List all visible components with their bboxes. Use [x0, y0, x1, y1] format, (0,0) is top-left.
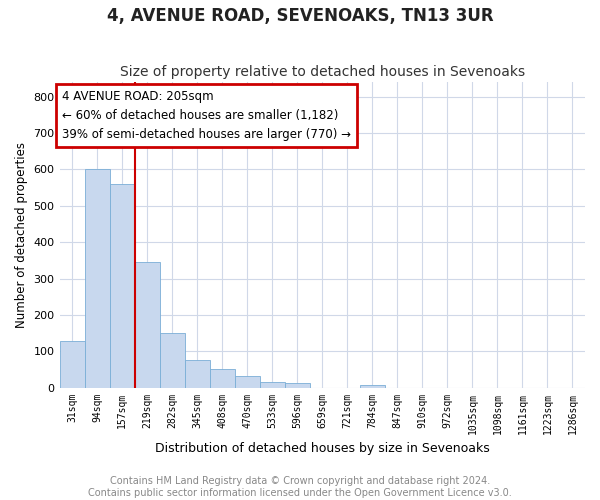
- Title: Size of property relative to detached houses in Sevenoaks: Size of property relative to detached ho…: [120, 66, 525, 80]
- Bar: [185, 360, 209, 388]
- Bar: [134, 262, 160, 388]
- Bar: [260, 382, 285, 388]
- Y-axis label: Number of detached properties: Number of detached properties: [15, 142, 28, 328]
- Bar: [160, 333, 185, 388]
- Bar: [235, 376, 260, 388]
- X-axis label: Distribution of detached houses by size in Sevenoaks: Distribution of detached houses by size …: [155, 442, 490, 455]
- Text: 4, AVENUE ROAD, SEVENOAKS, TN13 3UR: 4, AVENUE ROAD, SEVENOAKS, TN13 3UR: [107, 8, 493, 26]
- Bar: [285, 383, 310, 388]
- Bar: [59, 341, 85, 388]
- Text: 4 AVENUE ROAD: 205sqm
← 60% of detached houses are smaller (1,182)
39% of semi-d: 4 AVENUE ROAD: 205sqm ← 60% of detached …: [62, 90, 351, 140]
- Text: Contains HM Land Registry data © Crown copyright and database right 2024.
Contai: Contains HM Land Registry data © Crown c…: [88, 476, 512, 498]
- Bar: [209, 369, 235, 388]
- Bar: [110, 184, 134, 388]
- Bar: [360, 385, 385, 388]
- Bar: [85, 170, 110, 388]
